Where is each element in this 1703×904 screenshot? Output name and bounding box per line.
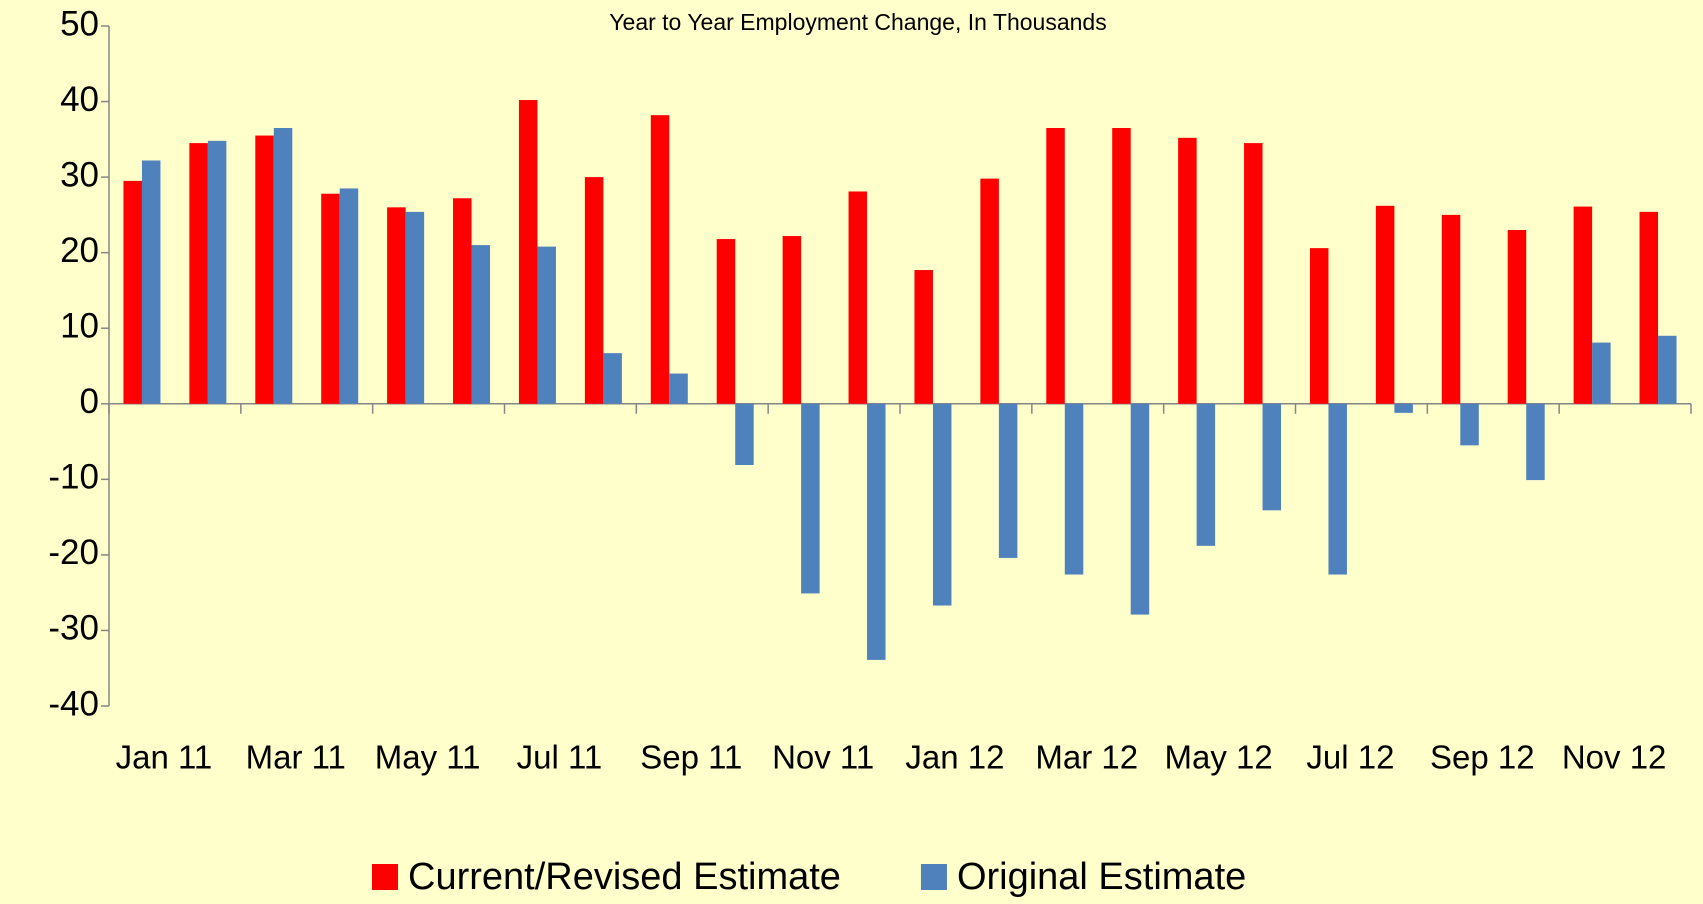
- x-tick-label: Sep 12: [1430, 739, 1535, 776]
- bar: [1244, 143, 1263, 404]
- x-tick-label: Jul 11: [517, 739, 603, 776]
- y-tick-label: 10: [60, 306, 99, 345]
- bar: [255, 135, 274, 404]
- bar: [669, 373, 688, 404]
- bar: [1639, 211, 1659, 404]
- bar: [1046, 128, 1065, 404]
- bar: [1460, 403, 1479, 446]
- bar: [1507, 230, 1527, 404]
- x-tick-label: Jan 11: [116, 739, 213, 776]
- y-tick-label: 0: [80, 382, 99, 421]
- y-tick-label: 50: [60, 4, 99, 43]
- bar: [207, 140, 227, 404]
- bar: [867, 403, 886, 660]
- bar: [980, 178, 999, 404]
- bar: [453, 198, 472, 404]
- bar: [716, 239, 736, 404]
- legend-swatch: [372, 864, 398, 890]
- chart-title: Year to Year Employment Change, In Thous…: [609, 9, 1106, 35]
- bar: [1441, 214, 1461, 404]
- bar: [914, 270, 933, 404]
- x-tick-label: Mar 11: [246, 739, 346, 776]
- y-tick-label: 40: [60, 80, 99, 119]
- bar: [1196, 403, 1216, 546]
- bar: [801, 403, 820, 594]
- bar: [339, 188, 359, 404]
- legend-label: Original Estimate: [957, 856, 1246, 898]
- y-tick-label: -40: [48, 684, 99, 723]
- bar: [141, 160, 161, 404]
- bar: [1658, 335, 1677, 404]
- bar: [1394, 403, 1413, 413]
- x-tick-label: May 12: [1165, 739, 1273, 776]
- bar: [387, 207, 406, 404]
- y-tick-label: 20: [60, 231, 99, 270]
- bar: [471, 245, 491, 404]
- x-tick-label: Jul 12: [1306, 739, 1394, 776]
- bar: [1526, 403, 1545, 481]
- bar: [1592, 342, 1611, 404]
- x-tick-label: Mar 12: [1035, 739, 1138, 776]
- bar: [321, 193, 340, 404]
- bar: [1112, 128, 1131, 404]
- bar: [1328, 403, 1347, 575]
- bar: [998, 403, 1018, 558]
- bar: [650, 115, 670, 404]
- y-tick-label: -30: [48, 609, 99, 648]
- bar: [1178, 137, 1197, 404]
- x-tick-label: Sep 11: [640, 739, 742, 776]
- bar: [1262, 403, 1282, 511]
- x-tick-label: Nov 11: [772, 739, 874, 776]
- bar: [273, 128, 293, 404]
- bar: [735, 403, 754, 465]
- bar: [1130, 403, 1150, 615]
- bar: [932, 403, 952, 606]
- x-tick-label: Jan 12: [905, 739, 1004, 776]
- bar: [405, 211, 425, 404]
- bar: [1309, 248, 1329, 404]
- y-tick-label: -20: [48, 533, 99, 572]
- bar: [123, 180, 142, 404]
- bar: [603, 353, 622, 404]
- bar: [518, 100, 538, 404]
- bar: [1573, 206, 1593, 404]
- bar: [848, 191, 868, 404]
- bar: [584, 177, 604, 404]
- bar: [782, 236, 802, 404]
- y-tick-label: 30: [60, 155, 99, 194]
- legend-swatch: [920, 864, 947, 890]
- bar: [537, 246, 556, 404]
- x-tick-label: Nov 12: [1562, 739, 1667, 776]
- bar: [189, 143, 208, 404]
- x-tick-label: May 11: [375, 739, 481, 776]
- legend-label: Current/Revised Estimate: [408, 856, 841, 898]
- y-tick-label: -10: [48, 458, 99, 497]
- bar: [1375, 205, 1395, 404]
- bar: [1064, 403, 1084, 575]
